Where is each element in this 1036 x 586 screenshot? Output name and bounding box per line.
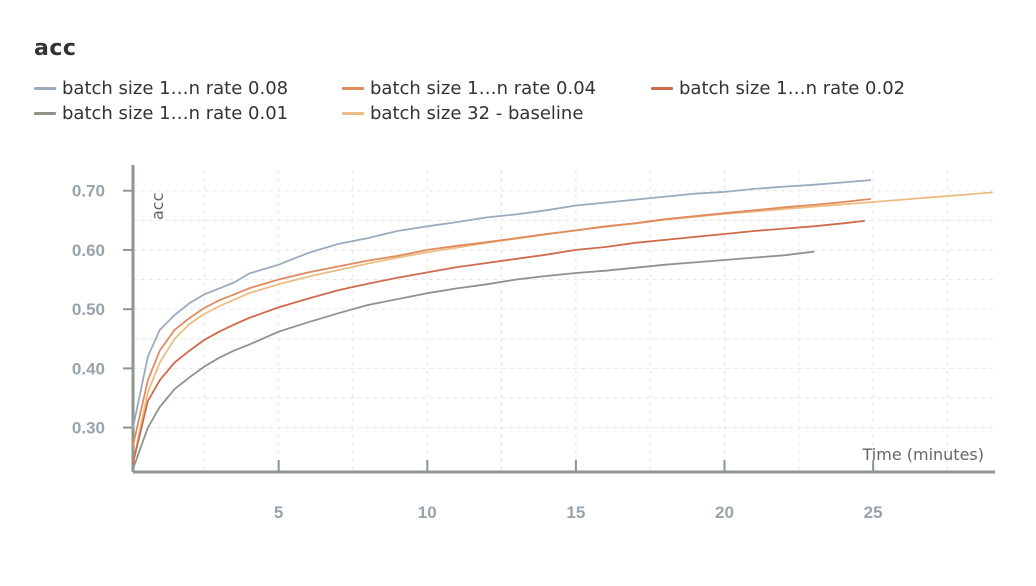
y-tick-label: 0.30 (72, 419, 105, 438)
legend-label: batch size 1…n rate 0.08 (62, 77, 289, 99)
legend-item-rate-0-08[interactable]: batch size 1…n rate 0.08 (34, 76, 288, 100)
x-tick-label: 15 (566, 503, 585, 522)
x-tick-label: 20 (715, 503, 734, 522)
series-line-5 (132, 191, 993, 465)
legend-swatch (34, 111, 56, 115)
legend-item-rate-0-04[interactable]: batch size 1…n rate 0.04 (342, 76, 596, 100)
legend-item-baseline[interactable]: batch size 32 - baseline (342, 101, 583, 125)
legend-swatch (651, 86, 673, 90)
x-axis-label: Time (minutes) (862, 445, 985, 464)
x-tick-label: 25 (864, 503, 883, 522)
legend-label: batch size 1…n rate 0.02 (679, 77, 906, 99)
legend-label: batch size 32 - baseline (370, 102, 584, 124)
legend-label: batch size 1…n rate 0.04 (370, 77, 597, 99)
chart-title: acc (34, 36, 77, 61)
legend-swatch (342, 111, 364, 115)
y-tick-label: 0.40 (72, 359, 105, 378)
legend-item-rate-0-02[interactable]: batch size 1…n rate 0.02 (651, 76, 905, 100)
legend-item-rate-0-01[interactable]: batch size 1…n rate 0.01 (34, 101, 288, 125)
legend-swatch (342, 86, 364, 90)
legend-label: batch size 1…n rate 0.01 (62, 102, 289, 124)
series-line-2 (132, 198, 872, 447)
y-axis-label: acc (148, 193, 167, 220)
series-line-4 (132, 250, 815, 470)
legend-swatch (34, 86, 56, 90)
x-tick-label: 10 (418, 503, 437, 522)
y-tick-label: 0.70 (72, 182, 105, 201)
y-tick-label: 0.50 (72, 300, 105, 319)
series-line-1 (132, 179, 872, 429)
series-line-3 (132, 219, 866, 465)
x-tick-label: 5 (274, 503, 283, 522)
y-tick-label: 0.60 (72, 241, 105, 260)
